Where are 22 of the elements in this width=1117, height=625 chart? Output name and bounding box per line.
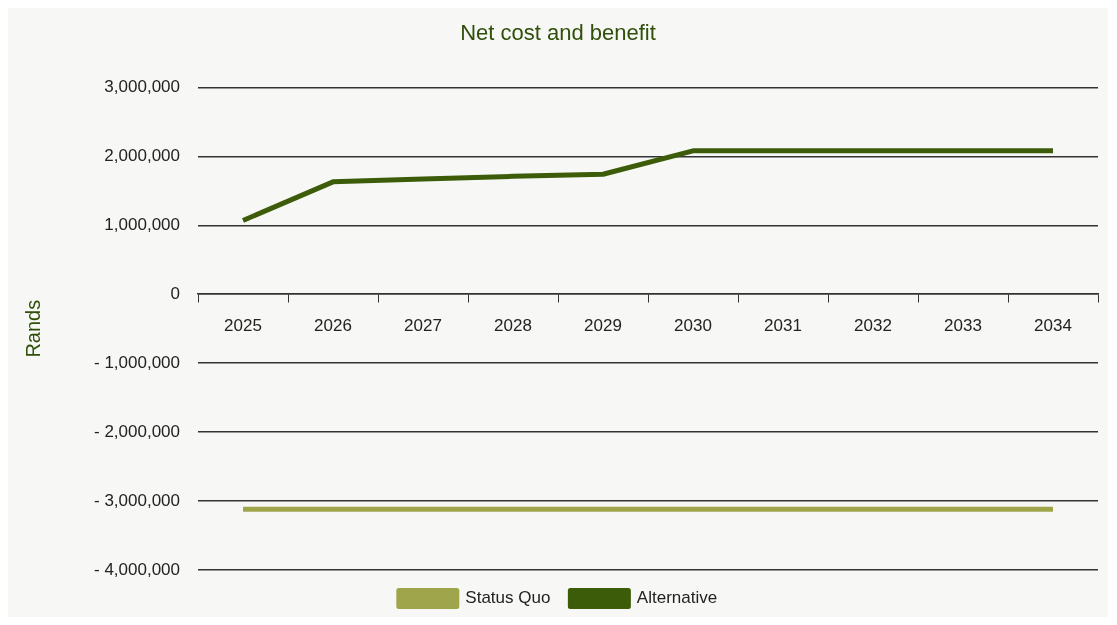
y-tick-label: - 2,000,000 [94,421,181,441]
x-tick-label: 2031 [764,316,802,336]
y-tick-label: 1,000,000 [104,214,181,234]
x-tick-label: 2026 [314,316,352,336]
x-tick-label: 2034 [1034,316,1072,336]
y-tick-label: 2,000,000 [104,146,181,166]
x-tick-label: 2027 [404,316,442,336]
y-tick-label: - 4,000,000 [94,559,181,579]
x-tick-label: 2025 [224,316,262,336]
x-tick-label: 2033 [944,316,982,336]
y-tick-label: 3,000,000 [104,77,181,97]
y-tick-label: - 1,000,000 [94,352,181,372]
legend-label: Alternative [636,588,718,608]
y-tick-label: 0 [170,283,181,303]
x-tick-label: 2032 [854,316,892,336]
x-tick-label: 2029 [584,316,622,336]
y-axis-title: Rands [21,299,44,358]
x-tick-label: 2028 [494,316,532,336]
chart-title: Net cost and benefit [460,20,656,46]
x-tick-label: 2030 [674,316,712,336]
y-tick-label: - 3,000,000 [94,490,181,510]
legend-label: Status Quo [465,588,551,608]
